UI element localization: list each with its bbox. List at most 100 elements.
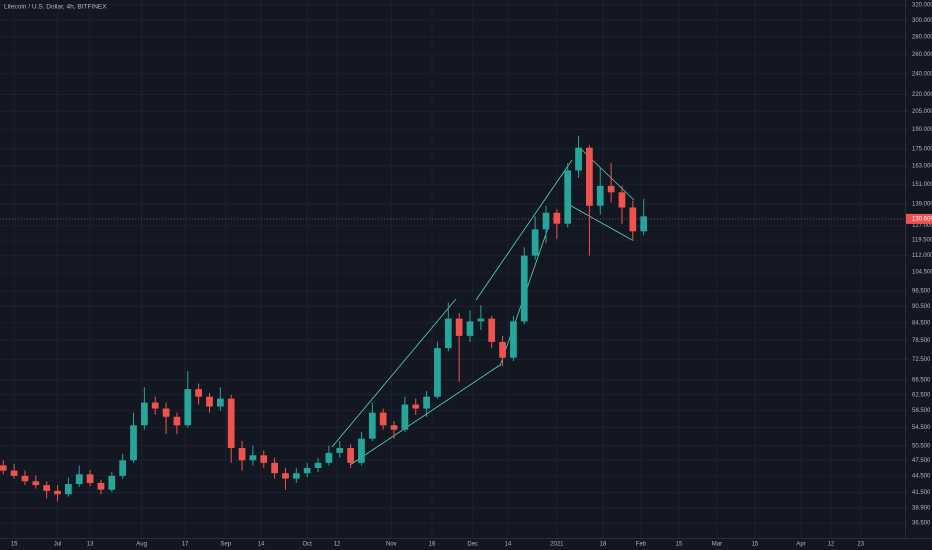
candle-body bbox=[390, 425, 398, 430]
y-tick-label: 104.500 bbox=[912, 270, 932, 276]
y-tick-label: 84.500 bbox=[912, 320, 931, 326]
candle-body bbox=[564, 170, 572, 224]
candle-body bbox=[412, 404, 420, 409]
candle-body bbox=[531, 229, 539, 256]
candle-body bbox=[347, 448, 354, 463]
x-tick-label: 17 bbox=[182, 542, 189, 548]
candle-body bbox=[54, 490, 61, 495]
y-tick-label: 58.500 bbox=[912, 408, 931, 414]
candle-body bbox=[206, 396, 213, 407]
x-tick-label: Jul bbox=[54, 542, 62, 548]
y-tick-label: 240.000 bbox=[912, 71, 932, 77]
candle-body bbox=[401, 404, 409, 430]
y-tick-label: 127.000 bbox=[912, 223, 932, 229]
trend-line bbox=[331, 298, 457, 448]
y-tick-label: 36.500 bbox=[912, 521, 931, 527]
y-tick-label: 280.000 bbox=[912, 34, 932, 40]
candle-body bbox=[368, 412, 376, 439]
candle-body bbox=[21, 475, 29, 482]
candle-body bbox=[130, 425, 137, 461]
candle-body bbox=[0, 465, 7, 471]
candle-body bbox=[238, 448, 246, 461]
candle-body bbox=[640, 216, 648, 232]
y-tick-label: 175.000 bbox=[912, 147, 932, 153]
y-tick-label: 320.000 bbox=[912, 3, 932, 9]
x-tick-label: Apr bbox=[796, 542, 805, 548]
y-tick-label: 47.500 bbox=[912, 458, 931, 464]
y-tick-label: 62.500 bbox=[912, 392, 931, 398]
x-tick-label: 18 bbox=[600, 542, 607, 548]
y-tick-label: 220.000 bbox=[912, 92, 932, 98]
candle-body bbox=[510, 321, 517, 358]
y-tick-label: 50.500 bbox=[912, 443, 931, 449]
x-tick-label: 23 bbox=[857, 542, 864, 548]
candle-body bbox=[271, 462, 278, 474]
y-tick-label: 66.500 bbox=[912, 378, 931, 384]
candle-body bbox=[477, 318, 485, 322]
y-tick-label: 90.500 bbox=[912, 304, 931, 310]
candle-body bbox=[249, 455, 257, 461]
y-tick-label: 54.500 bbox=[912, 425, 931, 431]
candle-body bbox=[195, 389, 203, 397]
candle-body bbox=[75, 474, 83, 485]
candle-body bbox=[455, 318, 463, 336]
x-tick-label: Aug bbox=[136, 542, 147, 548]
candle-body bbox=[184, 389, 192, 426]
last-price-tag bbox=[906, 213, 932, 224]
y-tick-label: 260.000 bbox=[912, 52, 932, 58]
x-tick-label: Oct bbox=[303, 542, 313, 548]
candle-body bbox=[108, 475, 116, 490]
candle-body bbox=[325, 452, 333, 463]
candle-body bbox=[303, 467, 311, 474]
y-tick-label: 38.900 bbox=[912, 506, 931, 512]
candle-body bbox=[227, 398, 235, 449]
y-tick-label: 119.500 bbox=[912, 238, 932, 244]
y-tick-label: 205.000 bbox=[912, 109, 932, 115]
x-tick-label: 15 bbox=[11, 542, 18, 548]
x-tick-label: 15 bbox=[752, 542, 759, 548]
x-tick-label: 15 bbox=[676, 542, 683, 548]
candle-body bbox=[379, 412, 387, 426]
candle-body bbox=[553, 212, 561, 224]
candle-body bbox=[119, 460, 127, 476]
candle-body bbox=[423, 396, 430, 409]
candle-body bbox=[43, 485, 51, 491]
x-tick-label: 14 bbox=[258, 542, 265, 548]
x-tick-label: 12 bbox=[828, 542, 835, 548]
y-tick-label: 41.500 bbox=[912, 490, 931, 496]
candle-body bbox=[520, 255, 528, 322]
last-price-label: 130.609 bbox=[912, 216, 932, 222]
y-tick-label: 44.500 bbox=[912, 473, 931, 479]
candle-body bbox=[86, 474, 94, 483]
candle-body bbox=[586, 147, 593, 206]
trend-line bbox=[565, 202, 633, 241]
x-tick-label: Mar bbox=[712, 542, 722, 548]
candle-body bbox=[141, 402, 148, 426]
y-tick-label: 190.000 bbox=[912, 127, 932, 133]
trend-line bbox=[475, 159, 573, 301]
chart-title: Litecoin / U.S. Dollar, 4h, BITFINEX bbox=[4, 4, 107, 11]
candle-body bbox=[499, 341, 506, 358]
candle-body bbox=[358, 438, 365, 463]
candle-body bbox=[173, 416, 181, 426]
candle-body bbox=[32, 481, 40, 486]
y-tick-label: 72.500 bbox=[912, 357, 931, 363]
candle-body bbox=[65, 484, 72, 495]
candle-body bbox=[97, 482, 105, 490]
trend-line bbox=[349, 364, 501, 466]
x-tick-label: 14 bbox=[505, 542, 512, 548]
candle-body bbox=[260, 455, 268, 463]
candle-body bbox=[596, 185, 604, 206]
x-tick-label: Feb bbox=[636, 542, 647, 548]
y-tick-label: 139.000 bbox=[912, 202, 932, 208]
y-tick-label: 151.000 bbox=[912, 182, 932, 188]
y-tick-label: 96.500 bbox=[912, 289, 931, 295]
x-tick-label: 16 bbox=[429, 542, 436, 548]
candle-body bbox=[216, 398, 224, 407]
candle-body bbox=[629, 207, 637, 232]
candle-body bbox=[607, 185, 615, 193]
candle-body bbox=[542, 212, 550, 230]
candle-body bbox=[488, 318, 496, 342]
